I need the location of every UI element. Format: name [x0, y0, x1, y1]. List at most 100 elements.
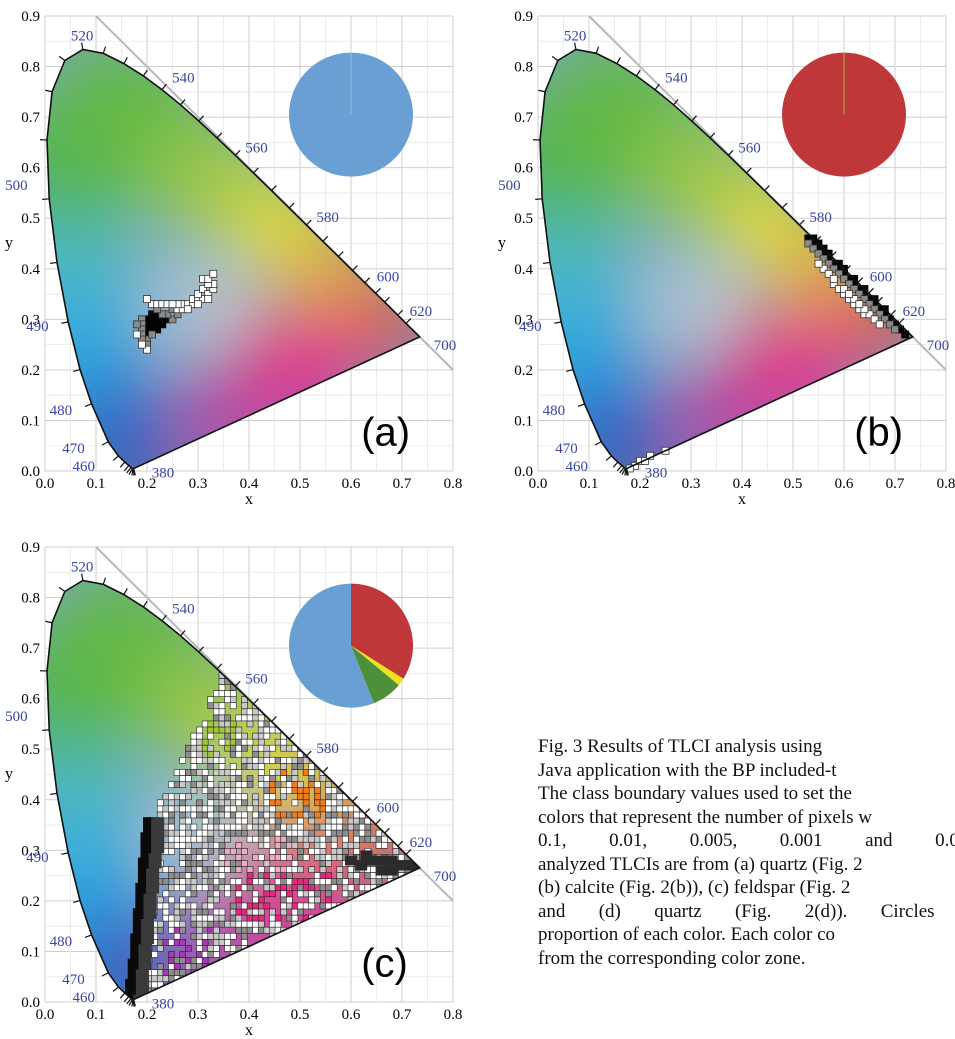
pixel-point: [370, 733, 376, 739]
locus-tick: [103, 47, 105, 54]
pixel-point: [365, 873, 371, 879]
pixel-point: [303, 836, 309, 842]
pixel-point: [191, 860, 197, 866]
pixel-point: [359, 739, 365, 745]
pixel-point: [163, 903, 169, 909]
pixel-point: [359, 994, 365, 1000]
pixel-point: [404, 776, 410, 782]
pixel-point: [269, 885, 275, 891]
pixel-point: [247, 836, 253, 842]
pixel-point: [236, 636, 242, 642]
pixel-point: [342, 733, 348, 739]
pixel-point: [298, 824, 304, 830]
pixel-point: [292, 909, 298, 915]
pixel-point: [354, 842, 360, 848]
pixel-point: [191, 806, 197, 812]
pixel-point: [174, 909, 180, 915]
pixel-point: [298, 982, 304, 988]
pixel-point: [382, 788, 388, 794]
pixel-point: [275, 654, 281, 660]
pixel-point: [331, 757, 337, 763]
pixel-point: [337, 970, 343, 976]
pixel-point: [219, 721, 225, 727]
pixel-point: [359, 794, 365, 800]
pixel-point: [253, 854, 259, 860]
pixel-point: [213, 788, 219, 794]
pixel-point: [258, 994, 264, 1000]
pixel-point: [281, 970, 287, 976]
pixel-point: [370, 763, 376, 769]
pixel-point: [269, 818, 275, 824]
pixel-point: [264, 751, 270, 757]
pixel-point: [157, 921, 163, 927]
pixel-point: [309, 715, 315, 721]
locus-tick: [253, 699, 258, 704]
pixel-point: [415, 660, 421, 666]
pixel-point: [410, 964, 416, 970]
pixel-point: [275, 885, 281, 891]
pixel-point: [258, 733, 264, 739]
pixel-point: [258, 660, 264, 666]
pixel-point: [253, 958, 259, 964]
pixel-point: [342, 782, 348, 788]
pixel-point: [337, 818, 343, 824]
pixel-point: [415, 891, 421, 897]
pixel-point: [382, 836, 388, 842]
pixel-point: [298, 836, 304, 842]
pixel-point: [253, 733, 259, 739]
pixel-point: [253, 927, 259, 933]
pixel-point: [213, 867, 219, 873]
pixel-point: [281, 745, 287, 751]
pixel-point: [197, 927, 203, 933]
pixel-point: [163, 867, 169, 873]
pixel-point: [180, 812, 186, 818]
pixel-point: [241, 709, 247, 715]
pixel-point: [191, 921, 197, 927]
pixel-point: [337, 848, 343, 854]
pixel-point: [314, 824, 320, 830]
pixel-point: [236, 800, 242, 806]
pixel-point: [345, 855, 357, 865]
pixel-point: [191, 836, 197, 842]
pixel-point: [197, 921, 203, 927]
pixel-point: [286, 697, 292, 703]
pixel-point: [337, 806, 343, 812]
pixel-point: [247, 739, 253, 745]
pixel-point: [303, 697, 309, 703]
pixel-point: [202, 769, 208, 775]
pixel-point: [286, 982, 292, 988]
pixel-point: [180, 794, 186, 800]
pixel-point: [264, 745, 270, 751]
pixel-point: [410, 763, 416, 769]
pixel-point: [281, 836, 287, 842]
pixel-point: [298, 739, 304, 745]
pixel-point: [286, 873, 292, 879]
pixel-point: [219, 824, 225, 830]
pixel-point: [281, 873, 287, 879]
pixel-point: [202, 806, 208, 812]
pixel-point: [303, 970, 309, 976]
pixel-point: [320, 806, 326, 812]
pixel-point: [197, 836, 203, 842]
pixel-point: [415, 970, 421, 976]
wavelength-label: 580: [809, 210, 832, 226]
pixel-point: [241, 757, 247, 763]
pixel-point: [376, 776, 382, 782]
x-axis-label: x: [738, 491, 746, 508]
pixel-point: [365, 903, 371, 909]
pixel-point: [370, 994, 376, 1000]
pixel-point: [180, 885, 186, 891]
pixel-point: [163, 879, 169, 885]
pixel-point: [236, 958, 242, 964]
pixel-point: [174, 970, 180, 976]
pixel-point: [331, 854, 337, 860]
pixel-point: [314, 958, 320, 964]
chart-panel-a: 0.0 0.1 0.2 0.3 0.4 0.5 0.6 0.7 0.80.00.10.20.30…: [0, 0, 470, 520]
pixel-point: [342, 830, 348, 836]
pixel-point: [292, 812, 298, 818]
wavelength-label: 490: [519, 319, 542, 335]
pixel-point: [337, 873, 343, 879]
pixel-point: [815, 260, 822, 267]
locus-tick: [535, 199, 542, 200]
pixel-point: [326, 873, 332, 879]
